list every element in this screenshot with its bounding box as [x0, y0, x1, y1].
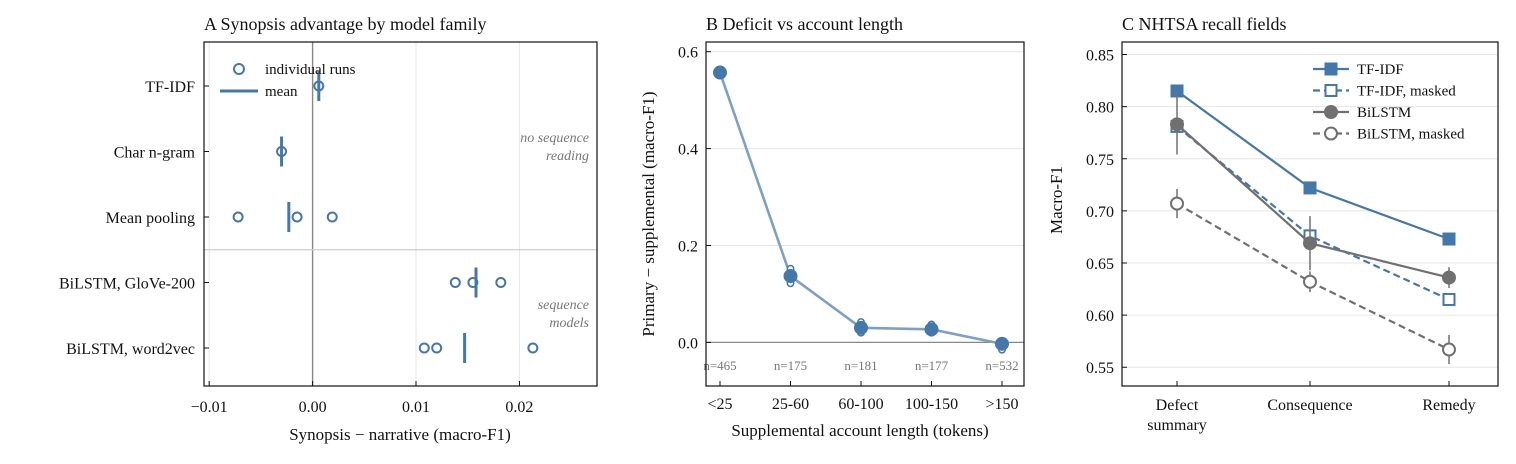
- annotation-sequence-models-line1: sequence: [538, 298, 589, 313]
- count-label: n=177: [915, 358, 949, 373]
- count-label: n=181: [844, 358, 877, 373]
- panel-a-frame: [203, 41, 598, 387]
- y-tick-label: Char n-gram: [114, 145, 196, 162]
- count-label: n=532: [985, 358, 1018, 373]
- x-tick-label: Defect: [1156, 397, 1199, 414]
- legend-label: TF-IDF: [1357, 62, 1404, 78]
- count-label: n=175: [774, 358, 807, 373]
- y-tick-label: BiLSTM, GloVe-200: [59, 276, 195, 293]
- mean-point: [924, 322, 939, 337]
- mean-point: [995, 336, 1009, 351]
- run-point: [326, 211, 338, 223]
- x-tick-label: 0.01: [402, 399, 430, 416]
- x-tick-label: summary: [1147, 417, 1207, 434]
- y-tick-label: 0.55: [1086, 360, 1114, 377]
- series-marker: [1324, 126, 1338, 141]
- panel-b: B Deficit vs account length n=465 n=175 n=…: [639, 14, 1025, 440]
- series-marker: [1303, 274, 1317, 289]
- series-marker: [1442, 342, 1456, 357]
- panel-c-legend: TF-IDF TF-IDF, masked BiLSTM BiLSTM, masked: [1313, 62, 1465, 143]
- x-tick-label: Consequence: [1267, 397, 1352, 414]
- y-tick-label: 0.65: [1086, 256, 1114, 273]
- x-tick-label: >150: [985, 396, 1018, 413]
- y-tick-label: 0.85: [1086, 48, 1114, 65]
- series-marker: [1303, 181, 1317, 195]
- y-tick-label: 0.70: [1086, 204, 1114, 221]
- x-tick-label: 0.02: [505, 399, 533, 416]
- x-tick-label: −0.01: [191, 399, 228, 416]
- legend-label: TF-IDF, masked: [1357, 84, 1456, 100]
- run-point: [449, 277, 461, 288]
- run-point: [527, 342, 539, 354]
- y-tick-label: 0.2: [678, 238, 698, 255]
- annotation-sequence-models-line2: models: [549, 316, 589, 331]
- run-point: [431, 342, 443, 354]
- legend-runs-label: individual runs: [265, 62, 356, 78]
- series-marker: [1442, 232, 1456, 246]
- mean-point: [713, 65, 727, 80]
- annotation-no-sequence-line1: no sequence: [520, 131, 589, 146]
- panel-a-xlabel: Synopsis − narrative (macro-F1): [289, 425, 511, 444]
- series-line: [1176, 123, 1450, 279]
- y-tick-label: BiLSTM, word2vec: [66, 341, 195, 358]
- run-point: [418, 342, 430, 354]
- x-tick-label: 60-100: [838, 396, 883, 413]
- panel-b-title: B Deficit vs account length: [706, 14, 903, 34]
- panel-b-xlabel: Supplemental account length (tokens): [731, 421, 988, 440]
- y-tick-label: 0.80: [1086, 100, 1114, 117]
- series-marker: [1324, 62, 1338, 76]
- series-marker: [1442, 270, 1456, 285]
- panel-c: C NHTSA recall fields 0.55 0.60 0.65 0.70 0.…: [1047, 14, 1499, 434]
- annotation-no-sequence-line2: reading: [546, 149, 589, 164]
- x-tick-label: Remedy: [1422, 397, 1475, 414]
- y-tick-label: 0.75: [1086, 152, 1114, 169]
- panel-b-ylabel: Primary − supplemental (macro-F1): [639, 91, 658, 336]
- deficit-line: [718, 72, 1003, 346]
- series-marker: [1170, 117, 1184, 132]
- x-tick-label: 25-60: [772, 396, 809, 413]
- mean-point: [783, 269, 798, 284]
- y-tick-label: TF-IDF: [145, 79, 195, 96]
- series-marker: [1442, 292, 1456, 306]
- mean-point: [854, 320, 868, 335]
- series-marker: [1324, 84, 1338, 97]
- y-tick-label: 0.4: [678, 142, 698, 159]
- run-point: [495, 277, 507, 288]
- panel-c-title: C NHTSA recall fields: [1122, 14, 1286, 34]
- x-tick-label: 100-150: [905, 396, 958, 413]
- y-tick-label: 0.60: [1086, 308, 1114, 325]
- panel-a-title: A Synopsis advantage by model family: [204, 14, 486, 34]
- series-marker: [1324, 105, 1338, 119]
- y-tick-label: 0.0: [678, 335, 698, 352]
- y-tick-label: Mean pooling: [106, 210, 195, 227]
- run-point: [232, 211, 244, 223]
- x-tick-label: 0.00: [299, 399, 327, 416]
- series-line: [1176, 125, 1450, 301]
- legend-runs-marker: [233, 63, 245, 75]
- series-marker: [1303, 236, 1317, 251]
- legend-label: BiLSTM: [1357, 105, 1411, 121]
- panel-a: A Synopsis advantage by model family −0.…: [59, 14, 598, 444]
- panel-b-frame: [705, 41, 1025, 387]
- count-label: n=465: [703, 358, 736, 373]
- series-marker: [1170, 196, 1184, 211]
- panel-c-ylabel: Macro-F1: [1047, 166, 1066, 234]
- legend-mean-label: mean: [265, 84, 298, 100]
- legend-label: BiLSTM, masked: [1357, 127, 1465, 143]
- panel-a-legend: individual runs mean: [220, 62, 356, 100]
- x-tick-label: <25: [707, 396, 732, 413]
- run-point: [291, 211, 303, 223]
- y-tick-label: 0.6: [678, 45, 698, 62]
